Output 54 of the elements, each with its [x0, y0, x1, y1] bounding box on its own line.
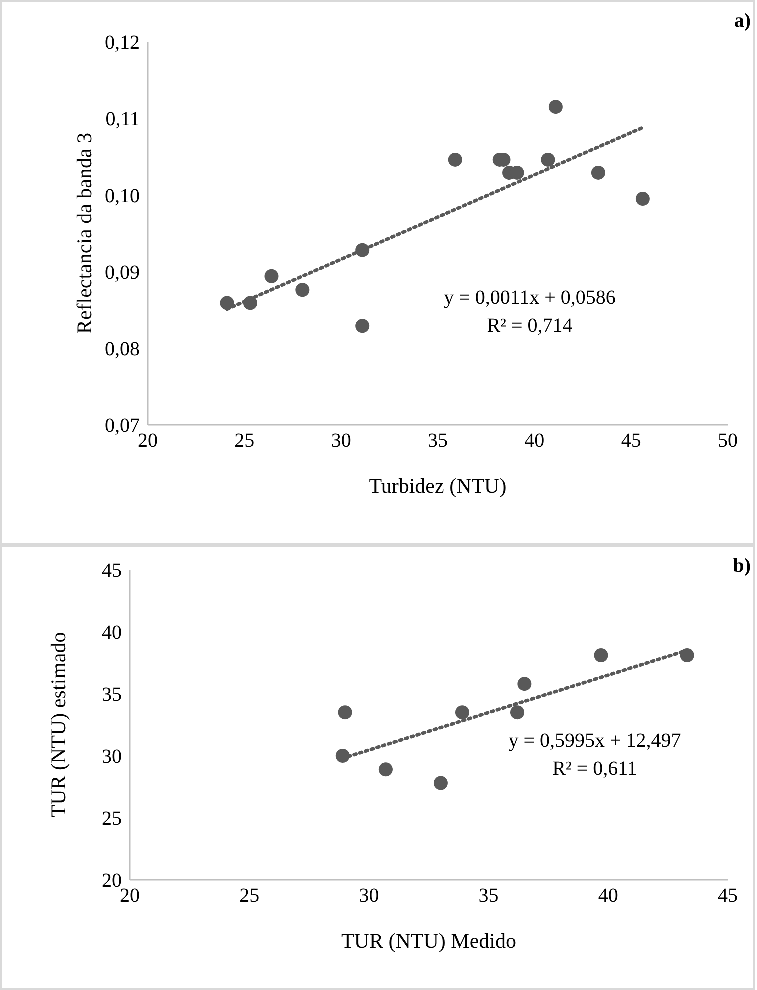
text: b) [733, 555, 751, 578]
y-tick-label: 45 [102, 560, 122, 582]
y-tick-label: 0,08 [105, 338, 140, 360]
x-tick-label: 45 [621, 430, 642, 452]
point [680, 648, 694, 663]
point [264, 269, 279, 284]
y-tick-label: 30 [102, 746, 122, 768]
y-tick-label: 0,09 [105, 262, 140, 284]
x-tick-label: 50 [718, 430, 738, 452]
y-tick-label: 25 [102, 808, 122, 830]
point [338, 706, 352, 720]
y-axis-title: Reflectancia da banda 3 [72, 132, 96, 334]
y-tick-label: 0,10 [105, 185, 140, 208]
text: a) [734, 10, 751, 33]
y-tick-label: 35 [102, 684, 122, 706]
y-tick-label: 0,11 [106, 108, 140, 131]
point [591, 166, 606, 180]
point [594, 648, 608, 663]
point [356, 319, 370, 334]
x-axis-title: Turbidez (NTU) [369, 474, 507, 498]
x-tick-label: 30 [359, 885, 380, 908]
point [455, 706, 470, 720]
point [448, 152, 462, 167]
point [296, 283, 310, 298]
point [243, 296, 258, 310]
y-tick-label: 20 [102, 870, 122, 892]
y-tick-label: 40 [102, 622, 122, 644]
annotation: y = 0,5995x + 12,497 [508, 730, 682, 753]
x-tick-label: 25 [234, 430, 255, 452]
x-tick-label: 45 [718, 885, 738, 908]
x-tick-label: 35 [428, 430, 448, 452]
x-tick-label: 20 [138, 430, 158, 452]
point [220, 296, 234, 310]
point [510, 706, 525, 720]
annotation: y = 0,0011x + 0,0586 [443, 287, 617, 310]
x-tick-label: 25 [240, 885, 260, 908]
y-axis-title: TUR (NTU) estimado [46, 632, 70, 818]
y-tick-label: 0,12 [105, 32, 140, 54]
x-axis-title: TUR (NTU) Medido [342, 929, 516, 953]
point [378, 762, 393, 777]
x-tick-label: 35 [478, 885, 499, 908]
annotation: R² = 0,714 [486, 315, 574, 338]
point [636, 192, 650, 206]
point [434, 776, 448, 790]
x-tick-label: 40 [598, 885, 618, 908]
point [548, 100, 563, 114]
x-tick-label: 40 [524, 430, 545, 452]
annotation: R² = 0,611 [552, 758, 638, 781]
point [541, 152, 556, 167]
point [518, 677, 532, 692]
x-tick-label: 30 [331, 430, 352, 452]
y-tick-label: 0,07 [105, 415, 140, 438]
point [336, 749, 350, 763]
point [356, 243, 370, 258]
